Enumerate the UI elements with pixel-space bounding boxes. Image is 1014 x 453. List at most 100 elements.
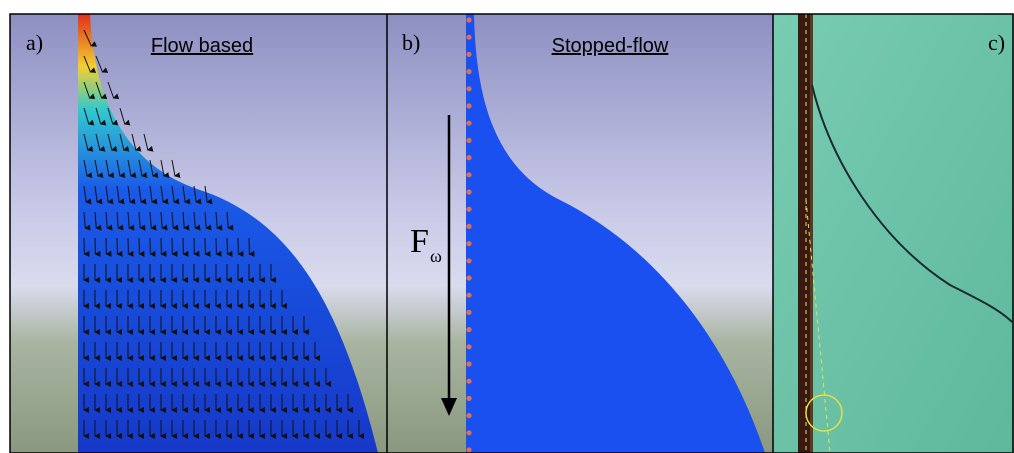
particle [466,275,472,281]
particle [466,344,472,350]
particles [466,17,472,453]
velocity-arrow [143,133,154,152]
velocity-arrow [127,185,136,205]
tracked-particle [805,394,843,432]
velocity-arrow [193,185,202,205]
force-arrow-head [441,398,457,416]
channel-wall [798,14,810,453]
velocity-arrow [171,159,181,179]
panel-label: b) [402,30,420,55]
panel-label: a) [26,30,43,55]
particle [466,430,472,436]
velocity-arrow [204,211,212,231]
velocity-arrow [105,185,114,205]
velocity-arrow [83,81,96,100]
velocity-arrow [83,55,97,73]
velocity-arrow [83,133,94,152]
velocity-arrow [83,107,95,126]
particle [466,413,472,419]
velocity-arrow [149,159,159,179]
velocity-arrow [204,185,213,205]
particle [466,51,472,58]
velocity-arrow [215,211,223,231]
velocity-arrow [95,133,106,152]
velocity-arrow [94,185,103,205]
velocity-arrow [131,133,142,152]
velocity-arrow [83,185,92,205]
particle [466,103,472,109]
panel-title: Stopped-flow [552,35,669,57]
panel-label: c) [988,30,1005,55]
velocity-arrow [127,211,135,231]
particle [466,309,472,315]
velocity-arrow [138,159,148,179]
velocity-arrow [119,107,131,126]
velocity-arrow [95,107,107,126]
flow-domain [78,14,378,453]
velocity-arrow [182,211,190,231]
velocity-arrows [83,29,364,439]
fluid-domain [466,14,765,453]
particle [466,241,472,247]
velocity-arrow [83,211,91,231]
particle [466,34,472,40]
velocity-arrow [105,211,113,231]
particle [466,447,472,453]
velocity-arrow [95,55,109,73]
panel-title: Flow based [151,35,253,57]
velocity-arrow [116,185,125,205]
velocity-arrow [138,211,146,231]
velocity-arrow [138,185,147,205]
panel-b: F ω b) Stopped-flow [387,14,773,453]
particle [466,361,472,367]
particle [466,137,472,143]
frame [9,13,1014,453]
velocity-arrow [149,211,157,231]
velocity-arrow [226,211,234,231]
particle [466,378,472,384]
velocity-arrow [160,159,170,179]
velocity-arrow [149,185,158,205]
velocity-arrow [94,159,104,179]
velocity-arrow [160,185,169,205]
particle [466,223,472,229]
velocity-arrow [83,29,98,47]
particle [466,292,472,298]
velocity-arrow [107,133,118,152]
velocity-arrow [105,159,115,179]
particle [466,189,472,195]
velocity-arrow [127,159,137,179]
force-subscript: ω [430,246,442,266]
velocity-arrow [160,211,168,231]
force-symbol: F [410,223,429,260]
velocity-arrow [116,211,124,231]
meniscus [811,84,1013,323]
channel-edge [810,14,813,453]
particle [466,258,472,264]
velocity-arrow [94,211,102,231]
velocity-arrow [171,185,180,205]
velocity-arrow [107,107,119,126]
panel-a: a) Flow based [10,14,387,453]
particle [466,17,472,23]
particle [466,395,472,401]
velocity-arrow [95,81,108,100]
velocity-arrow [116,159,126,179]
velocity-arrow [119,133,130,152]
velocity-arrow [107,81,120,100]
velocity-arrow [182,185,191,205]
particle [466,155,472,161]
guide-line [805,199,831,453]
particle [466,69,472,75]
velocity-arrow [171,211,179,231]
velocity-arrow [193,211,201,231]
panel-c: c) [773,14,1014,453]
particle [466,172,472,178]
velocity-arrow [83,159,93,179]
particle [466,86,472,92]
particle [466,120,472,126]
particle [466,327,472,333]
particle [466,206,472,212]
